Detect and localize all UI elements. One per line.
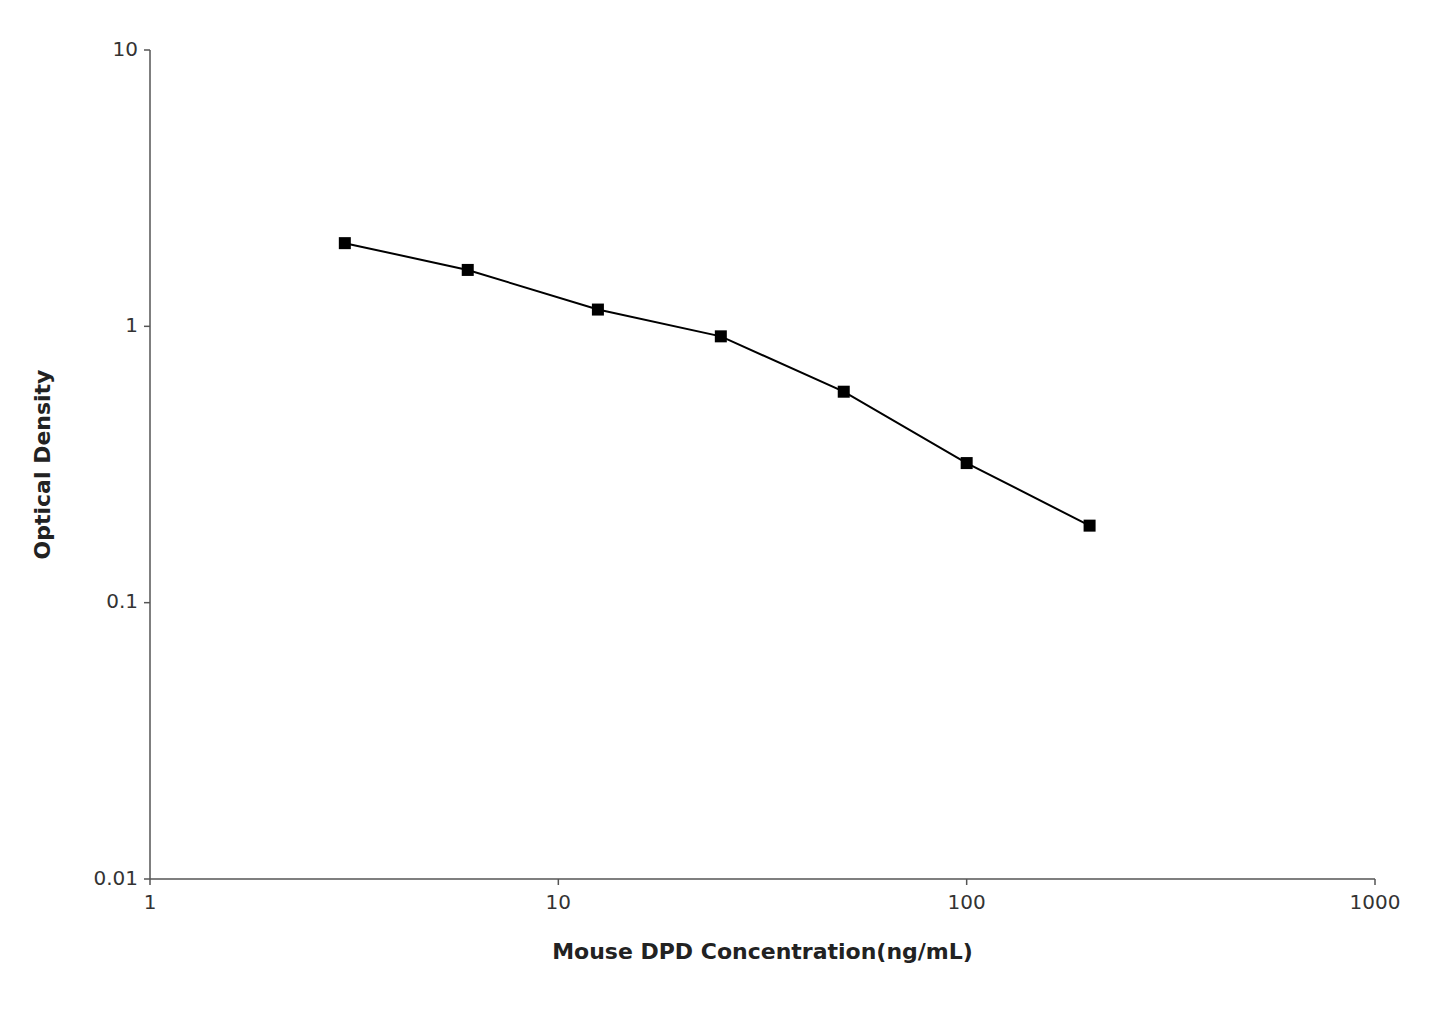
y-tick-label: 0.01 <box>93 866 138 890</box>
chart-container: 1 10 100 1000 0.01 0.1 1 10 Mouse DPD Concentrat… <box>0 0 1445 1009</box>
x-tick-label: 100 <box>948 890 986 914</box>
plot-area <box>339 237 1096 531</box>
y-tick <box>144 326 150 328</box>
y-axis-line <box>149 50 151 879</box>
axes: 1 10 100 1000 0.01 0.1 1 10 <box>93 37 1400 915</box>
data-point <box>339 237 351 249</box>
data-point <box>961 457 973 469</box>
data-point <box>462 264 474 276</box>
x-tick <box>558 879 560 885</box>
y-tick <box>144 49 150 51</box>
data-line <box>345 243 1090 525</box>
y-tick-label: 0.1 <box>106 589 138 613</box>
y-axis-title: Optical Density <box>30 370 55 560</box>
chart-svg: 1 10 100 1000 0.01 0.1 1 10 Mouse DPD Concentrat… <box>0 0 1445 1009</box>
data-point <box>592 304 604 316</box>
x-axis-line <box>150 878 1375 880</box>
x-tick-label: 10 <box>546 890 571 914</box>
x-tick <box>149 879 151 885</box>
x-tick-label: 1 <box>144 890 157 914</box>
x-axis-title: Mouse DPD Concentration(ng/mL) <box>552 939 973 964</box>
x-tick-label: 1000 <box>1350 890 1401 914</box>
y-tick-label: 1 <box>125 313 138 337</box>
data-point <box>838 386 850 398</box>
y-tick <box>144 878 150 880</box>
data-point <box>715 330 727 342</box>
x-tick <box>1374 879 1376 885</box>
y-tick <box>144 602 150 604</box>
y-tick-label: 10 <box>113 37 138 61</box>
data-point <box>1084 520 1096 532</box>
x-tick <box>966 879 968 885</box>
